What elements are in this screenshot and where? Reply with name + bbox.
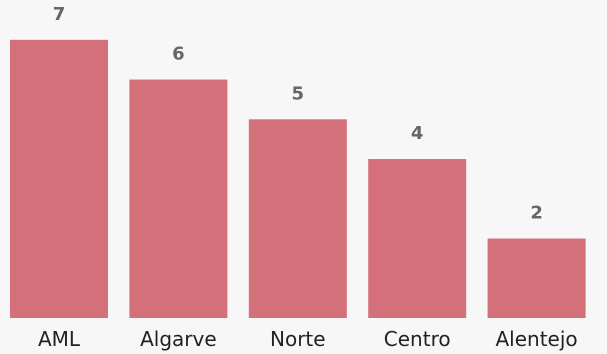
x-tick-label-algarve: Algarve (140, 327, 217, 351)
data-label-centro: 4 (411, 123, 424, 144)
bars-group (10, 39, 586, 319)
bar-algarve (129, 79, 228, 318)
bar-aml (10, 39, 108, 319)
bar-norte (248, 119, 347, 318)
x-tick-labels-group: AML Algarve Norte Centro Alentejo (38, 327, 578, 351)
data-label-norte: 5 (292, 83, 305, 104)
x-tick-label-centro: Centro (384, 327, 451, 351)
data-label-algarve: 6 (172, 44, 185, 65)
bar-centro (368, 159, 467, 318)
data-label-aml: 7 (53, 4, 66, 25)
bar-alentejo (487, 238, 586, 318)
x-tick-label-norte: Norte (270, 327, 326, 351)
x-tick-label-aml: AML (38, 327, 81, 351)
value-labels-group: 7 6 5 4 2 (53, 4, 543, 224)
data-label-alentejo: 2 (530, 203, 543, 224)
x-tick-label-alentejo: Alentejo (496, 327, 578, 351)
